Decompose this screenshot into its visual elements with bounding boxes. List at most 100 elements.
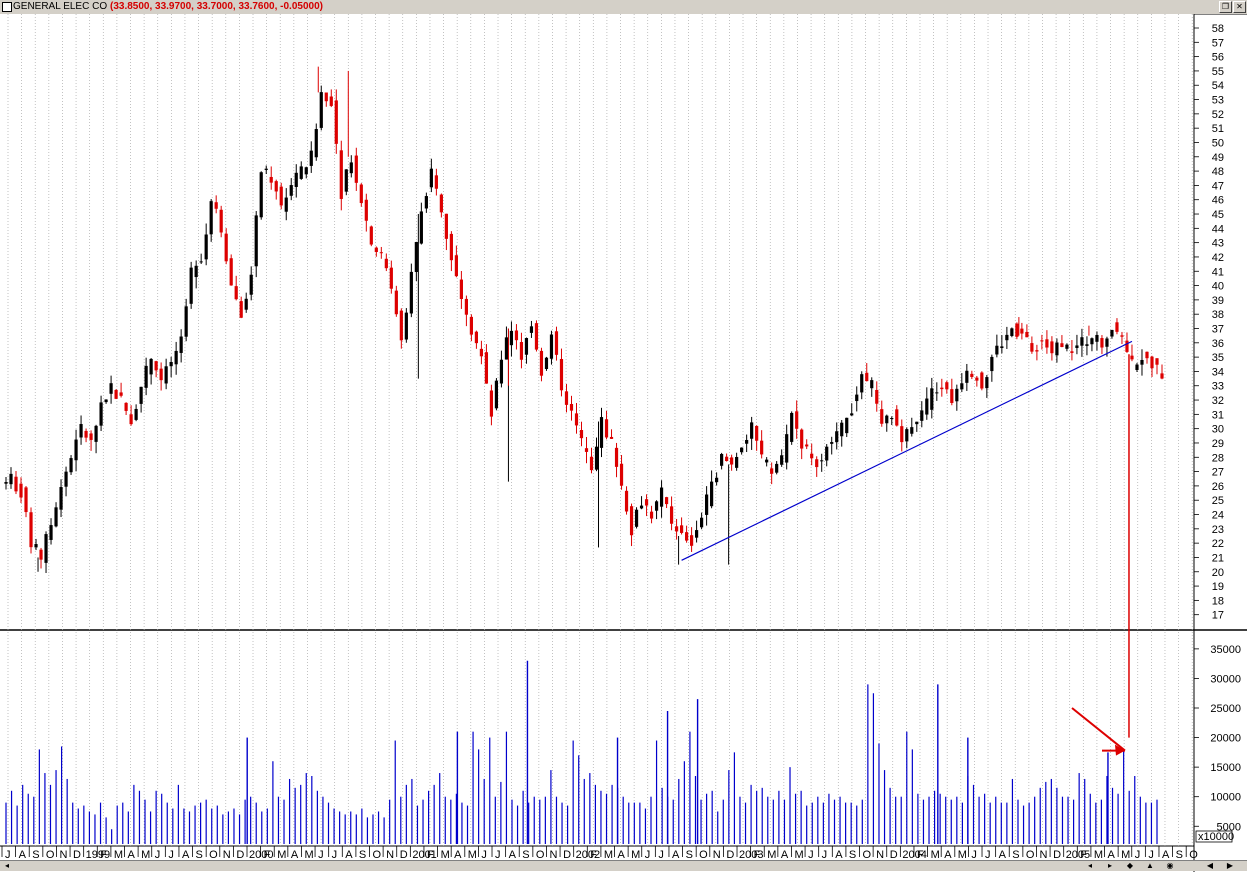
x-tick-label: D [890, 849, 898, 861]
window-icon[interactable] [2, 2, 12, 12]
price-bar [464, 298, 468, 315]
price-tick-label: 53 [1212, 95, 1224, 107]
x-tick-label: A [944, 849, 952, 861]
price-tick-label: 42 [1212, 252, 1224, 264]
price-bar [249, 274, 253, 295]
price-bar [760, 440, 764, 455]
price-bar [750, 422, 754, 439]
price-bar [1000, 346, 1004, 349]
x-tick-label: D [563, 849, 571, 861]
price-bar [99, 402, 103, 426]
price-bar [224, 233, 228, 262]
x-tick-label: N [59, 849, 67, 861]
x-tick-label: O [373, 849, 382, 861]
price-bar [1100, 338, 1104, 348]
price-bar [359, 184, 363, 203]
price-bar [970, 373, 974, 377]
next-icon[interactable]: ▶ [1226, 861, 1234, 870]
price-bar [269, 176, 273, 183]
x-tick-label: A [454, 849, 462, 861]
price-bar [234, 286, 238, 300]
price-bar [434, 175, 438, 189]
x-tick-label: J [318, 849, 324, 861]
price-bar [519, 342, 524, 360]
price-bar [209, 201, 213, 235]
price-bar [419, 211, 423, 244]
chart-window-titlebar[interactable]: GENERAL ELEC CO (33.8500, 33.9700, 33.70… [0, 0, 1247, 15]
price-bar [229, 258, 233, 286]
x-tick-label: J [495, 849, 501, 861]
price-bar [564, 391, 569, 405]
x-tick-label: F [917, 849, 924, 861]
price-tick-label: 27 [1212, 467, 1224, 479]
price-bar [820, 460, 824, 462]
x-tick-label: 2003 [739, 849, 763, 861]
close-button[interactable]: ✕ [1233, 1, 1246, 13]
price-bar [850, 413, 854, 416]
zoom-icon[interactable]: ◉ [1166, 861, 1174, 870]
nav-right-icon[interactable]: ▸ [1107, 861, 1112, 870]
price-bar [890, 417, 894, 419]
price-bar [4, 482, 8, 484]
prev-icon[interactable]: ◀ [1206, 861, 1214, 870]
price-tick-label: 58 [1212, 23, 1224, 35]
x-tick-label: M [631, 849, 640, 861]
price-tick-label: 54 [1212, 80, 1224, 92]
price-bar [1155, 358, 1159, 365]
price-bar [1060, 343, 1064, 348]
price-bar [950, 389, 954, 403]
price-bar [960, 383, 964, 390]
price-tick-label: 52 [1212, 109, 1224, 121]
x-tick-label: J [822, 849, 828, 861]
price-bar [124, 402, 128, 411]
price-bar [14, 476, 18, 492]
x-tick-label: M [931, 849, 940, 861]
price-bar [639, 505, 644, 509]
price-bar [845, 417, 849, 434]
price-bar [990, 356, 994, 372]
nav-left-icon[interactable]: ◂ [1087, 861, 1092, 870]
price-bar [965, 370, 969, 383]
price-tick-label: 24 [1212, 510, 1224, 522]
x-tick-label: M [304, 849, 313, 861]
price-bar [239, 301, 243, 318]
price-tick-label: 25 [1212, 495, 1224, 507]
x-tick-label: O [863, 849, 872, 861]
x-tick-label: F [264, 849, 271, 861]
price-bar [1025, 331, 1029, 338]
price-bar [589, 456, 594, 471]
price-bar [1125, 340, 1129, 352]
marker-icon[interactable]: ◆ [1126, 861, 1134, 870]
price-bar [454, 255, 458, 277]
price-tick-label: 18 [1212, 595, 1224, 607]
price-tick-label: 56 [1212, 52, 1224, 64]
x-tick-label: S [1012, 849, 1019, 861]
price-bar [459, 279, 463, 300]
x-tick-label: D [73, 849, 81, 861]
scroll-left-icon[interactable]: ◂ [4, 861, 9, 870]
price-bar [174, 350, 178, 365]
x-tick-label: S [359, 849, 366, 861]
price-bar [344, 169, 348, 192]
price-bar [79, 424, 83, 438]
price-bar [880, 409, 884, 424]
price-tick-label: 57 [1212, 37, 1224, 49]
price-bar [119, 392, 123, 396]
x-tick-label: S [849, 849, 856, 861]
x-tick-label: S [1176, 849, 1183, 861]
restore-button[interactable]: ❐ [1219, 1, 1232, 13]
x-tick-label: J [332, 849, 338, 861]
x-tick-label: S [522, 849, 529, 861]
price-bar [765, 459, 769, 463]
price-bar [584, 448, 589, 452]
status-bar: ◂ ◂ ▸ ◆ ▲ ◉ ◀ ▶ [0, 860, 1247, 871]
price-bar [34, 544, 38, 548]
volume-scale-label: x10000 [1198, 831, 1234, 843]
price-tick-label: 29 [1212, 438, 1224, 450]
up-icon[interactable]: ▲ [1146, 861, 1154, 870]
x-tick-label: D [1053, 849, 1061, 861]
scale-box [1195, 830, 1233, 843]
price-bar [604, 419, 609, 438]
x-tick-label: A [1162, 849, 1170, 861]
